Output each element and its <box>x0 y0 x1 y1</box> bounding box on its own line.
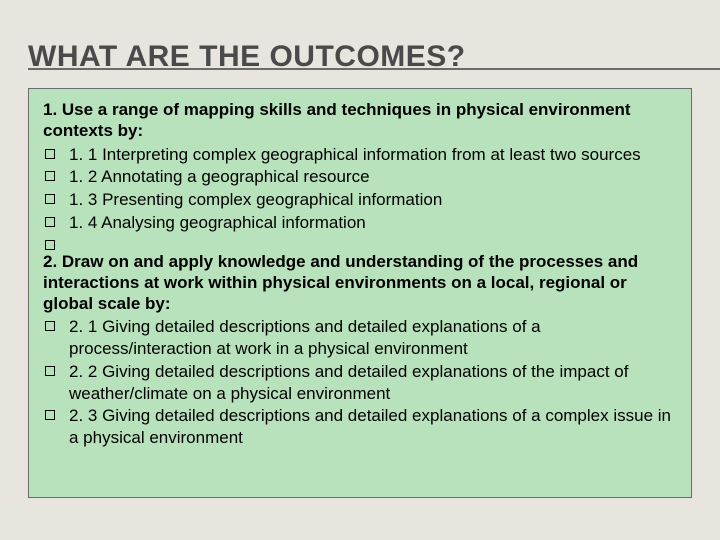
list-item: 1. 1 Interpreting complex geographical i… <box>43 144 677 166</box>
item-text: 1. 3 Presenting complex geographical inf… <box>69 189 442 211</box>
item-text: 1. 2 Annotating a geographical resource <box>69 166 370 188</box>
checkbox-icon <box>45 171 55 181</box>
list-item <box>43 235 677 250</box>
list-item: 2. 3 Giving detailed descriptions and de… <box>43 405 677 449</box>
list-item: 1. 2 Annotating a geographical resource <box>43 166 677 188</box>
checkbox-icon <box>45 410 55 420</box>
checkbox-icon <box>45 321 55 331</box>
checkbox-icon <box>45 217 55 227</box>
slide-title: WHAT ARE THE OUTCOMES? <box>28 40 472 74</box>
checkbox-icon <box>45 194 55 204</box>
slide: WHAT ARE THE OUTCOMES? 1. Use a range of… <box>0 0 720 540</box>
checkbox-icon <box>45 240 55 250</box>
title-area: WHAT ARE THE OUTCOMES? <box>28 40 692 74</box>
list-item: 1. 3 Presenting complex geographical inf… <box>43 189 677 211</box>
section-heading: 1. Use a range of mapping skills and tec… <box>43 99 677 142</box>
content-box: 1. Use a range of mapping skills and tec… <box>28 88 692 498</box>
item-text: 1. 1 Interpreting complex geographical i… <box>69 144 641 166</box>
item-text: 2. 2 Giving detailed descriptions and de… <box>69 361 677 405</box>
item-text: 1. 4 Analysing geographical information <box>69 212 366 234</box>
item-text: 2. 1 Giving detailed descriptions and de… <box>69 316 677 360</box>
item-text: 2. 3 Giving detailed descriptions and de… <box>69 405 677 449</box>
list-item: 2. 1 Giving detailed descriptions and de… <box>43 316 677 360</box>
list-item: 1. 4 Analysing geographical information <box>43 212 677 234</box>
section-heading: 2. Draw on and apply knowledge and under… <box>43 251 677 315</box>
checkbox-icon <box>45 366 55 376</box>
checkbox-icon <box>45 149 55 159</box>
list-item: 2. 2 Giving detailed descriptions and de… <box>43 361 677 405</box>
